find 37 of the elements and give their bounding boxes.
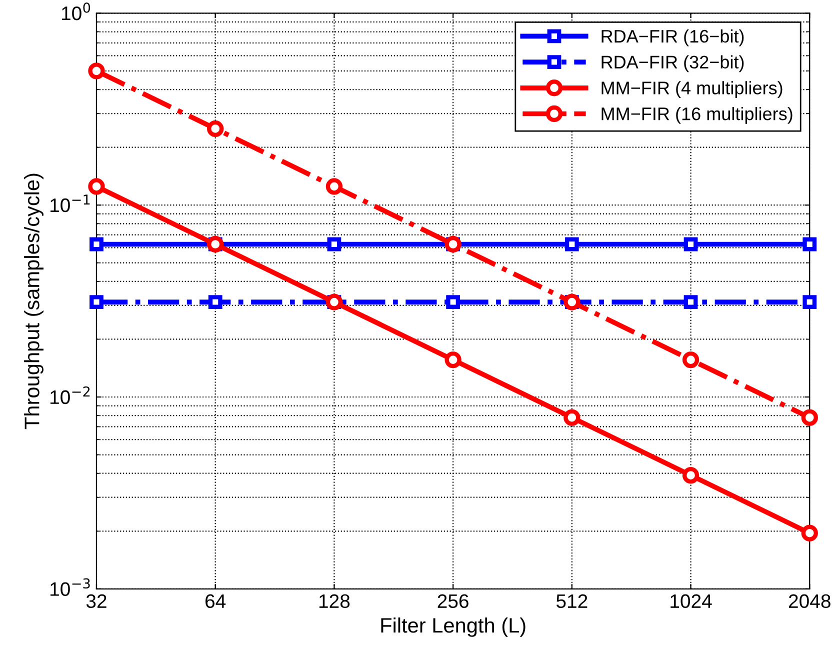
point (88, 62, 105, 80)
y-tick-label: 10$^{−2}$ (50, 386, 90, 404)
y-tick-label: 10$^{0}$ (62, 2, 90, 20)
point (207, 120, 224, 138)
point (90, 295, 104, 309)
x-tick-label: 256 (438, 594, 468, 608)
x-tick-label: 128 (319, 594, 350, 608)
point (446, 295, 460, 309)
x-tick-label: 512 (556, 594, 588, 608)
point (682, 351, 700, 368)
legend-label: RDA−FIR (16−bit) (602, 29, 744, 46)
point (326, 178, 343, 195)
point (801, 409, 818, 426)
legend-label: MM−FIR (16 multipliers) (602, 106, 792, 124)
point (684, 237, 698, 252)
point (564, 237, 579, 252)
x-tick-label: 2048 (788, 594, 830, 608)
point (684, 295, 698, 309)
point (801, 524, 818, 542)
point (802, 295, 817, 309)
point (444, 351, 462, 368)
point (90, 237, 104, 252)
point (88, 178, 105, 195)
point (564, 409, 580, 426)
y-tick-label: 10$^{−1}$ (50, 194, 90, 212)
point (682, 467, 700, 484)
legend-label: MM−FIR (4 multipliers) (602, 81, 782, 98)
legend-label: RDA−FIR (32−bit) (602, 55, 744, 72)
x-tick-label: 64 (206, 594, 226, 608)
point (802, 237, 817, 252)
x-tick-label: 32 (86, 594, 106, 608)
point (327, 237, 342, 252)
y-tick-label: 10$^{−3}$ (50, 578, 90, 596)
x-tick-label: 1024 (670, 594, 712, 608)
x-axis-title: Filter Length (L) (381, 617, 526, 637)
point (208, 295, 222, 309)
y-axis-title: Throughput (samples/cycle) (24, 174, 44, 430)
